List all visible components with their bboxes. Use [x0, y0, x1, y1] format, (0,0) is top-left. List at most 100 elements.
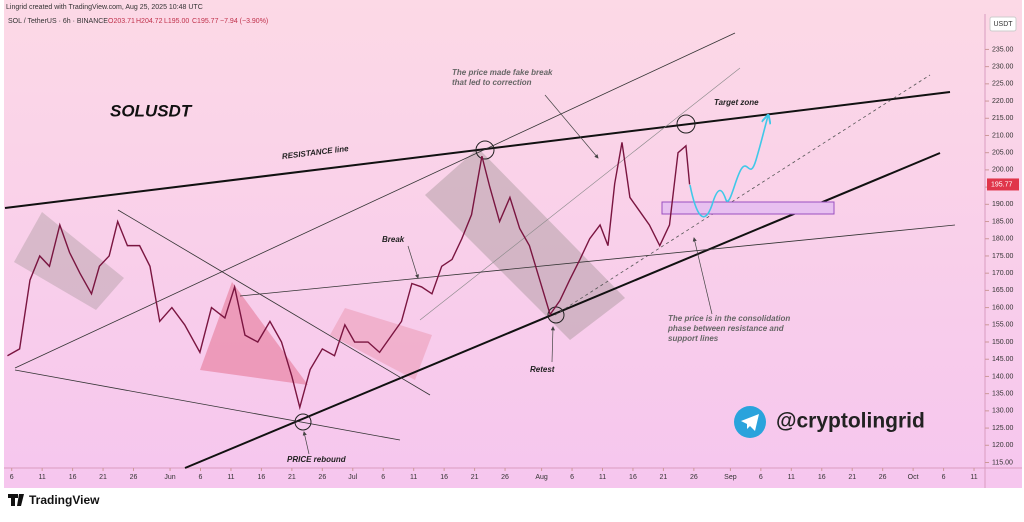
- telegram-icon: [741, 414, 759, 431]
- x-tick-label: 6: [570, 474, 574, 481]
- symbol-label: SOLUSDT: [110, 101, 193, 120]
- last-price-label: 195.77: [991, 181, 1013, 188]
- x-tick-label: 21: [848, 474, 856, 481]
- x-tick-label: 6: [942, 474, 946, 481]
- y-tick-label: 190.00: [992, 201, 1014, 208]
- x-tick-label: Aug: [535, 474, 548, 481]
- annotation: support lines: [668, 334, 719, 343]
- x-tick-label: 11: [227, 474, 234, 481]
- y-tick-label: 130.00: [992, 408, 1014, 415]
- arrow: [692, 237, 713, 315]
- target-box: [661, 201, 835, 215]
- projection-path: [689, 116, 768, 218]
- range-box: [330, 308, 432, 380]
- annotation: PRICE rebound: [287, 455, 347, 464]
- range-box: [14, 212, 124, 310]
- y-tick-label: 155.00: [992, 322, 1014, 329]
- x-tick-label: 21: [471, 474, 479, 481]
- annotation: Retest: [530, 365, 555, 374]
- y-tick-label: 115.00: [992, 459, 1013, 466]
- annotation: phase between resistance and: [667, 324, 785, 333]
- highlight-circle: [294, 413, 312, 431]
- y-tick-label: 150.00: [992, 339, 1014, 346]
- annotation: The price is in the consolidation: [668, 314, 790, 323]
- x-tick-label: 11: [410, 474, 417, 481]
- header: Lingrid created with TradingView.com, Au…: [6, 4, 203, 11]
- trend-line: [117, 209, 431, 396]
- arrow: [550, 326, 556, 363]
- highlight-circle: [475, 140, 495, 160]
- background: [4, 0, 1022, 488]
- y-tick-label: 200.00: [992, 167, 1014, 174]
- trend-line: [239, 224, 956, 297]
- y-tick-label: 225.00: [992, 81, 1014, 88]
- ohlc: H204.72: [136, 18, 163, 25]
- arrow: [407, 245, 420, 279]
- last-price-tag: [987, 178, 1019, 191]
- y-tick-label: 140.00: [992, 373, 1014, 380]
- brand-logo: [8, 494, 24, 506]
- trend-line: [14, 32, 736, 369]
- trend-line: [14, 369, 401, 441]
- ohlc: O203.71: [108, 18, 135, 25]
- currency: USDT: [993, 21, 1013, 28]
- y-tick-label: 135.00: [992, 390, 1014, 397]
- x-tick-label: 11: [599, 474, 606, 481]
- x-tick-label: Jun: [164, 474, 175, 481]
- y-tick-label: 145.00: [992, 356, 1014, 363]
- x-tick-label: 6: [381, 474, 385, 481]
- x-tick-label: 6: [199, 474, 203, 481]
- arrow: [544, 94, 599, 159]
- watermark: @cryptolingrid: [776, 410, 925, 433]
- ohlc: C195.77: [192, 18, 219, 25]
- x-tick-label: Jul: [348, 474, 357, 481]
- ohlc: L195.00: [164, 18, 189, 25]
- resistance-line: [4, 91, 951, 209]
- y-tick-label: 175.00: [992, 253, 1014, 260]
- x-tick-label: 16: [440, 474, 448, 481]
- x-tick-label: 16: [258, 474, 266, 481]
- y-tick-label: 220.00: [992, 98, 1014, 105]
- x-tick-label: 21: [288, 474, 296, 481]
- x-tick-label: 26: [501, 474, 509, 481]
- y-tick-label: 185.00: [992, 218, 1014, 225]
- range-box: [200, 282, 308, 385]
- symbol-line: SOL / TetherUS · 6h · BINANCE: [8, 18, 108, 25]
- x-tick-label: 16: [69, 474, 77, 481]
- brand: TradingView: [29, 493, 100, 507]
- x-tick-label: 6: [759, 474, 763, 481]
- x-tick-label: 11: [788, 474, 795, 481]
- y-tick-label: 160.00: [992, 304, 1014, 311]
- currency-box: [989, 16, 1017, 32]
- price-line: [7, 142, 691, 411]
- y-tick-label: 210.00: [992, 132, 1014, 139]
- x-tick-label: Sep: [724, 474, 737, 481]
- y-tick-label: 180.00: [992, 236, 1014, 243]
- y-tick-label: 235.00: [992, 46, 1014, 53]
- x-tick-label: 6: [10, 474, 14, 481]
- x-tick-label: 26: [130, 474, 138, 481]
- annotation: Target zone: [714, 98, 759, 107]
- highlight-circle: [676, 114, 696, 134]
- y-tick-label: 205.00: [992, 150, 1014, 157]
- x-tick-label: 26: [879, 474, 887, 481]
- ohlc: −7.94 (−3.90%): [220, 18, 268, 25]
- x-tick-label: 11: [970, 474, 977, 481]
- x-tick-label: 26: [690, 474, 698, 481]
- x-tick-label: 26: [318, 474, 326, 481]
- annotation: The price made fake break: [452, 68, 553, 77]
- x-tick-label: 16: [818, 474, 826, 481]
- x-tick-label: 21: [99, 474, 107, 481]
- x-tick-label: Oct: [908, 474, 919, 481]
- trend-line: [554, 74, 931, 316]
- y-tick-label: 120.00: [992, 442, 1014, 449]
- y-tick-label: 165.00: [992, 287, 1014, 294]
- x-tick-label: 11: [39, 474, 46, 481]
- x-tick-label: 16: [629, 474, 637, 481]
- y-tick-label: 125.00: [992, 425, 1014, 432]
- annotation: Break: [382, 235, 405, 244]
- x-tick-label: 21: [660, 474, 668, 481]
- arrow: [302, 431, 310, 455]
